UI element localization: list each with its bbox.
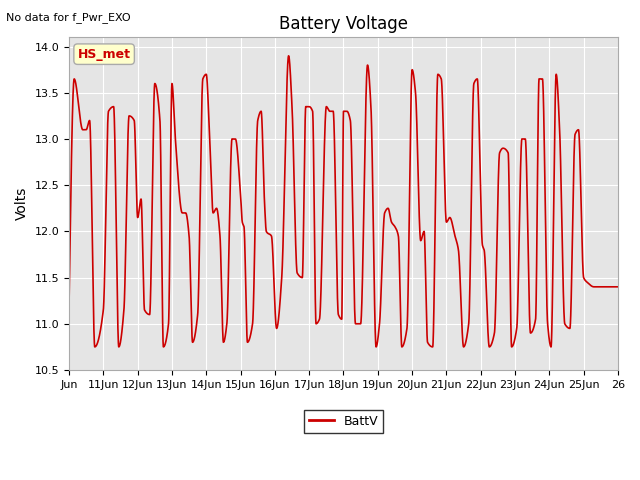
Legend: BattV: BattV bbox=[303, 409, 383, 432]
Title: Battery Voltage: Battery Voltage bbox=[279, 15, 408, 33]
Text: No data for f_Pwr_EXO: No data for f_Pwr_EXO bbox=[6, 12, 131, 23]
Text: HS_met: HS_met bbox=[77, 48, 131, 60]
Y-axis label: Volts: Volts bbox=[15, 187, 29, 220]
